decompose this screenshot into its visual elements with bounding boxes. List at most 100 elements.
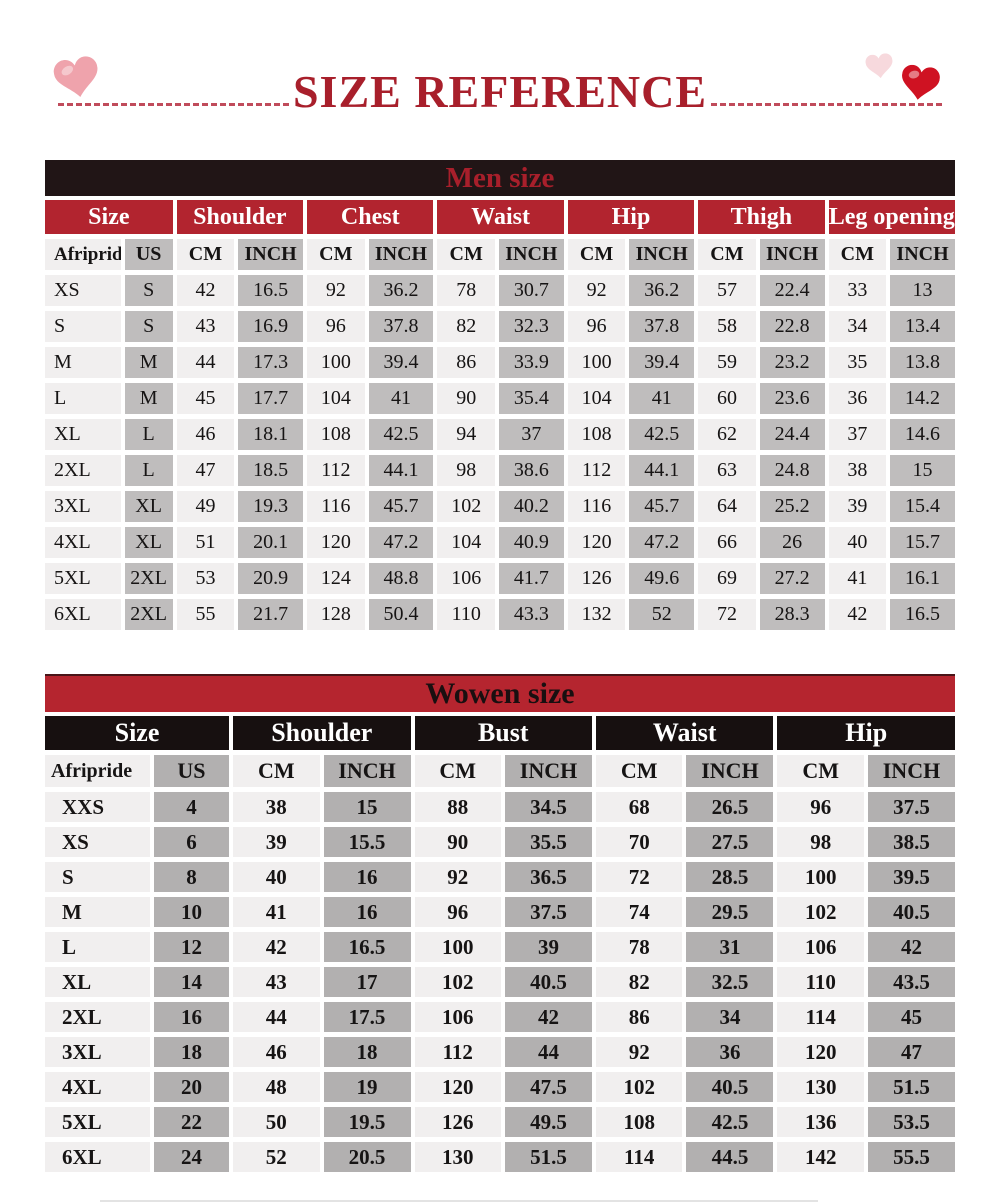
value-cell: 57 [698, 275, 756, 306]
value-cell: 29.5 [686, 897, 774, 927]
value-cell: 47.2 [368, 527, 434, 558]
size-row: 2XL L 47 18.5 112 44.1 98 38.6 112 44.1 63 24.8 38 15 [45, 455, 955, 486]
unit-header-cell: US [153, 755, 230, 787]
value-cell: 100 [567, 347, 626, 378]
value-cell: 20.9 [238, 563, 304, 594]
value-cell: 120 [414, 1072, 502, 1102]
value-cell: 38.6 [498, 455, 564, 486]
value-cell: 51.5 [505, 1142, 592, 1172]
unit-header-cell: INCH [505, 755, 592, 787]
value-cell: 43.5 [867, 967, 955, 997]
value-cell: 37.8 [629, 311, 695, 342]
size-label-cell: XXS [45, 792, 150, 822]
column-group-header: Hip [567, 200, 695, 234]
value-cell: 66 [698, 527, 756, 558]
value-cell: 23.6 [759, 383, 825, 414]
value-cell: 18.5 [238, 455, 304, 486]
value-cell: 128 [307, 599, 365, 630]
size-label-cell: S [45, 862, 150, 892]
women-size-section: Wowen size Size Shoulder Bust Waist Hip Afrip… [45, 674, 955, 1172]
column-group-header: Leg opening [828, 200, 955, 234]
value-cell: 35.4 [498, 383, 564, 414]
value-cell: 20 [153, 1072, 230, 1102]
men-size-table: Size Shoulder Chest Waist Hip Thigh Leg openin… [41, 200, 959, 630]
value-cell: 40.5 [867, 897, 955, 927]
size-label-cell: 5XL [45, 1107, 150, 1137]
value-cell: 43 [233, 967, 320, 997]
value-cell: 104 [437, 527, 495, 558]
unit-header-cell: CM [233, 755, 320, 787]
page-header: SIZE REFERENCE [0, 0, 1000, 160]
value-cell: 120 [567, 527, 626, 558]
size-row: 4XL XL 51 20.1 120 47.2 104 40.9 120 47.2 66 26 40 15… [45, 527, 955, 558]
unit-header-cell: CM [414, 755, 502, 787]
column-group-row: Size Shoulder Chest Waist Hip Thigh Leg openin… [45, 200, 955, 234]
value-cell: 70 [595, 827, 683, 857]
value-cell: 96 [777, 792, 864, 822]
value-cell: 126 [567, 563, 626, 594]
size-label-cell: 4XL [45, 1072, 150, 1102]
value-cell: 58 [698, 311, 756, 342]
column-group-header: Waist [437, 200, 564, 234]
value-cell: 37 [498, 419, 564, 450]
unit-header-cell: CM [176, 239, 235, 270]
column-group-header: Size [45, 200, 173, 234]
value-cell: 39.4 [629, 347, 695, 378]
value-cell: 19.5 [323, 1107, 411, 1137]
value-cell: 136 [777, 1107, 864, 1137]
value-cell: 43 [176, 311, 235, 342]
value-cell: 19.3 [238, 491, 304, 522]
value-cell: 106 [777, 932, 864, 962]
value-cell: 16.5 [323, 932, 411, 962]
value-cell: 41 [828, 563, 887, 594]
value-cell: 90 [414, 827, 502, 857]
value-cell: 108 [567, 419, 626, 450]
value-cell: 47 [867, 1037, 955, 1067]
value-cell: 17.7 [238, 383, 304, 414]
value-cell: 33.9 [498, 347, 564, 378]
value-cell: 25.2 [759, 491, 825, 522]
unit-header-cell: INCH [498, 239, 564, 270]
value-cell: 6 [153, 827, 230, 857]
value-cell: 22.8 [759, 311, 825, 342]
unit-header-cell: CM [567, 239, 626, 270]
value-cell: 24.8 [759, 455, 825, 486]
value-cell: 20.1 [238, 527, 304, 558]
value-cell: 12 [153, 932, 230, 962]
value-cell: 96 [307, 311, 365, 342]
value-cell: 92 [567, 275, 626, 306]
value-cell: 16.9 [238, 311, 304, 342]
value-cell: 45 [176, 383, 235, 414]
value-cell: 35.5 [505, 827, 592, 857]
value-cell: 126 [414, 1107, 502, 1137]
unit-header-cell: CM [828, 239, 887, 270]
value-cell: 102 [414, 967, 502, 997]
value-cell: 44 [176, 347, 235, 378]
value-cell: 24 [153, 1142, 230, 1172]
value-cell: 37.5 [867, 792, 955, 822]
value-cell: 78 [437, 275, 495, 306]
value-cell: 108 [595, 1107, 683, 1137]
unit-header-cell: CM [307, 239, 365, 270]
value-cell: 8 [153, 862, 230, 892]
value-cell: 42.5 [368, 419, 434, 450]
value-cell: 17 [323, 967, 411, 997]
value-cell: XL [124, 491, 173, 522]
value-cell: 36 [686, 1037, 774, 1067]
value-cell: 13.4 [890, 311, 955, 342]
value-cell: 36 [828, 383, 887, 414]
unit-header-cell: INCH [629, 239, 695, 270]
value-cell: 108 [307, 419, 365, 450]
value-cell: 86 [437, 347, 495, 378]
value-cell: 112 [307, 455, 365, 486]
value-cell: 104 [567, 383, 626, 414]
value-cell: 40 [828, 527, 887, 558]
value-cell: 39.5 [867, 862, 955, 892]
value-cell: 62 [698, 419, 756, 450]
size-label-cell: M [45, 897, 150, 927]
value-cell: 39.4 [368, 347, 434, 378]
value-cell: 22.4 [759, 275, 825, 306]
size-label-cell: XS [45, 827, 150, 857]
value-cell: 36.2 [368, 275, 434, 306]
